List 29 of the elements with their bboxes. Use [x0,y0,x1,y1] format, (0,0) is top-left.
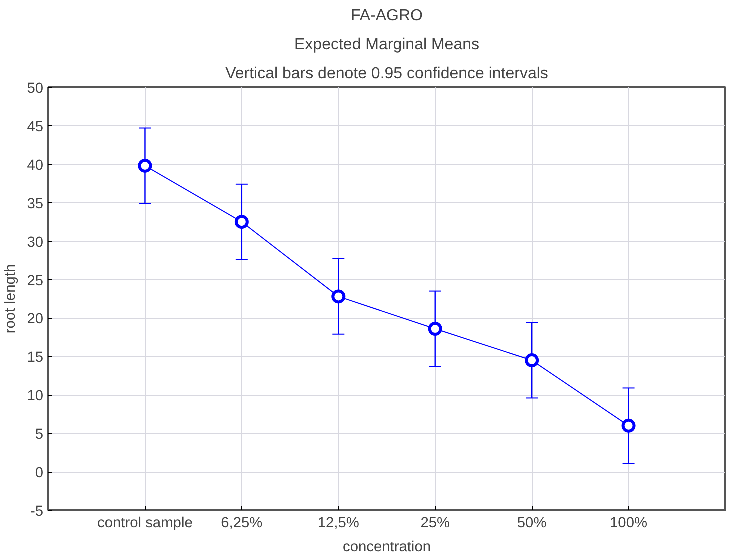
x-tick-label: 25% [420,516,450,532]
x-tick-label: 6,25% [221,516,263,532]
x-tick-label: 12,5% [318,516,360,532]
chart-subtitle: Expected Marginal Means [294,36,480,54]
y-tick-label: 50 [27,81,44,97]
y-tick-label: -5 [30,504,44,520]
y-tick-label: 5 [35,427,44,444]
chart-title: FA-AGRO [350,8,424,24]
y-tick-label: 45 [27,119,44,136]
point [234,215,249,230]
y-tick-label: 35 [27,196,44,212]
x-tick-label: 50% [517,516,547,532]
point [622,418,636,433]
point [332,290,346,304]
y-tick-label: 40 [27,158,44,174]
y-tick-label: 10 [27,388,44,405]
x-tick-label: control sample [98,516,193,532]
x-axis-title: concentration [343,540,432,556]
y-tick-label: 30 [27,234,44,251]
point [428,322,442,336]
y-tick-label: 0 [35,466,44,482]
y-tick-label: 25 [27,273,44,290]
y-axis-title: root length [3,264,20,334]
text: Vertical bars denote 0.95 confidence intervals [226,66,548,82]
y-tick-label: 20 [27,312,44,328]
x-tick-label: 100% [610,516,648,532]
y-tick-label: 15 [27,350,44,366]
point [138,158,152,173]
point [525,354,540,368]
